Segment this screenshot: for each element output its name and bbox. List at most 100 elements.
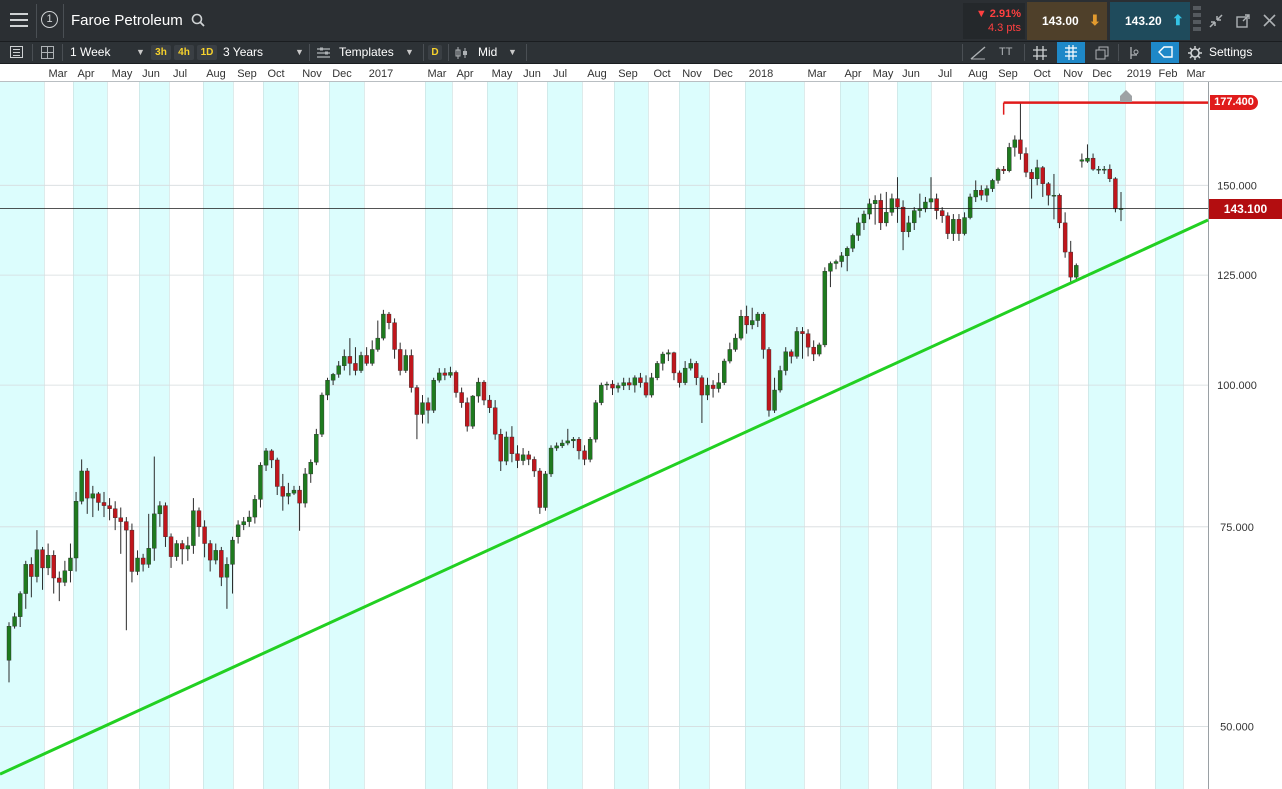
candle-up (73, 501, 79, 559)
candle-down (744, 316, 749, 326)
candle-up (928, 198, 934, 203)
search-icon[interactable] (191, 13, 205, 27)
candle-down (101, 502, 107, 506)
candle-up (23, 564, 28, 594)
depth-icon[interactable] (1193, 6, 1201, 36)
x-tick-label: Oct (1033, 68, 1050, 80)
alert-marker-icon[interactable] (1118, 89, 1134, 103)
candle-up (504, 436, 509, 462)
candle-type-icon[interactable] (455, 46, 471, 60)
candle-up (587, 438, 593, 460)
candle-up (342, 356, 347, 366)
templates-select[interactable]: Templates ▼ (339, 42, 419, 63)
crosshair-button[interactable] (1057, 42, 1085, 63)
candle-up (79, 470, 84, 502)
candle-up (286, 492, 291, 497)
indicator-icon[interactable] (1126, 46, 1140, 60)
month-band (1155, 64, 1183, 789)
candle-down (900, 206, 906, 232)
candle-up (370, 349, 375, 364)
candle-down (878, 200, 883, 224)
candle-up (403, 355, 408, 371)
candle-up (213, 550, 218, 561)
candle-up (688, 363, 693, 369)
quick-interval-4h[interactable]: 4h (174, 45, 194, 60)
candle-down (1018, 139, 1023, 154)
candle-down (112, 508, 118, 518)
arrow-down-icon: ⬇ (1089, 12, 1101, 28)
candle-up (777, 370, 783, 391)
x-tick-label: Mar (49, 68, 68, 80)
grid-icon[interactable] (1033, 46, 1047, 60)
month-band (263, 64, 298, 789)
candle-down (353, 363, 358, 371)
quick-interval-3h[interactable]: 3h (151, 45, 171, 60)
candle-down (129, 529, 135, 572)
sell-button[interactable]: 143.00 ⬇ (1027, 2, 1107, 40)
candle-up (565, 440, 570, 444)
candle-up (90, 493, 96, 499)
daily-button[interactable]: D (428, 45, 442, 60)
hamburger-icon[interactable] (10, 13, 28, 27)
close-icon[interactable] (1263, 14, 1276, 27)
candle-up (263, 450, 269, 466)
candle-up (437, 372, 442, 381)
candle-up (1096, 168, 1101, 171)
candle-down (1040, 167, 1045, 184)
candle-down (761, 313, 766, 350)
x-tick-label: Dec (332, 68, 352, 80)
draw-line-icon[interactable] (970, 46, 986, 60)
candle-up (632, 377, 638, 386)
candle-down (800, 331, 805, 334)
month-band (487, 64, 517, 789)
y-tick-label: 125.000 (1217, 270, 1257, 282)
x-tick-label: Dec (713, 68, 733, 80)
price-type-select[interactable]: Mid ▼ (478, 42, 528, 63)
tag-button[interactable] (1151, 42, 1179, 63)
candle-down (297, 489, 302, 504)
candle-down (196, 510, 202, 528)
candle-up (844, 248, 850, 257)
candle-up (593, 402, 598, 440)
candle-up (889, 198, 895, 213)
candle-up (621, 382, 626, 386)
candle-down (610, 383, 615, 389)
x-tick-label: 2017 (369, 68, 393, 80)
candle-down (1090, 157, 1096, 170)
candle-up (861, 213, 867, 224)
gear-icon[interactable] (1188, 46, 1202, 60)
quick-interval-1d[interactable]: 1D (197, 45, 217, 60)
instrument-name[interactable]: Faroe Petroleum (71, 12, 183, 29)
collapse-icon[interactable] (1209, 14, 1223, 28)
layout-icon[interactable] (41, 46, 54, 59)
list-icon[interactable] (10, 46, 23, 58)
templates-icon (317, 47, 330, 59)
interval-select[interactable]: 1 Week ▼ (70, 42, 148, 63)
copy-icon[interactable] (1095, 46, 1109, 60)
price-chart[interactable]: Mar Apr May Jun Jul Aug Sep Oct Nov Dec 2017 Mar Apr… (0, 64, 1282, 789)
candle-up (358, 355, 364, 371)
buy-price: 143.20 (1125, 14, 1162, 28)
candle-up (314, 434, 319, 463)
settings-button[interactable]: Settings (1209, 45, 1253, 59)
candle-up (152, 513, 157, 549)
high-price-label: 177.400 (1210, 95, 1258, 111)
candle-down (537, 470, 543, 508)
candle-down (766, 349, 772, 411)
candle-down (895, 198, 900, 208)
candle-up (649, 377, 654, 396)
popout-icon[interactable] (1236, 14, 1250, 28)
x-tick-label: Sep (998, 68, 1018, 80)
x-tick-label: May (873, 68, 894, 80)
candle-up (470, 395, 475, 427)
link-badge[interactable]: 1 (41, 11, 58, 28)
x-tick-label: Jul (938, 68, 952, 80)
candle-down (627, 382, 632, 386)
month-bands (0, 64, 1282, 789)
range-select[interactable]: 3 Years ▼ (223, 42, 307, 63)
candle-down (694, 363, 699, 378)
candle-up (1074, 265, 1079, 278)
buy-button[interactable]: 143.20 ⬆ (1110, 2, 1190, 40)
text-tool-button[interactable]: TT (999, 46, 1013, 58)
candle-up (247, 516, 252, 522)
